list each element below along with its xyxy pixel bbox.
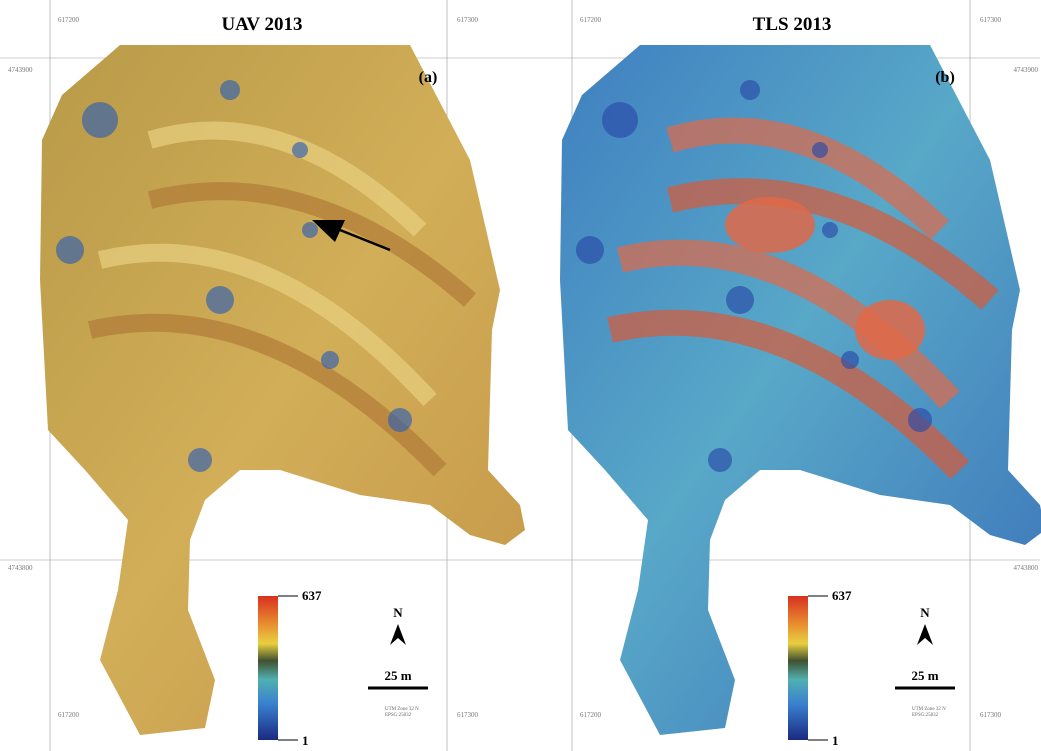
northing-label: 4743900 bbox=[1014, 66, 1039, 74]
crs-label: UTM Zone 32 N bbox=[385, 707, 419, 712]
colorbar-max: 637 bbox=[832, 588, 852, 603]
north-label: N bbox=[393, 605, 403, 620]
scale-label: 25 m bbox=[384, 668, 411, 683]
north-arrow bbox=[390, 624, 406, 645]
easting-label: 617300 bbox=[980, 16, 1002, 24]
surface-patch bbox=[302, 222, 318, 238]
surface-patch bbox=[740, 80, 760, 100]
surface-patch bbox=[292, 142, 308, 158]
colorbar-max: 637 bbox=[302, 588, 322, 603]
north-arrow bbox=[917, 624, 933, 645]
colorbar-min: 1 bbox=[832, 733, 839, 748]
easting-label: 617200 bbox=[58, 711, 80, 719]
surface-patch bbox=[388, 408, 412, 432]
panel-title: UAV 2013 bbox=[221, 14, 302, 35]
easting-label: 617300 bbox=[980, 711, 1002, 719]
northing-label: 4743800 bbox=[1014, 564, 1039, 572]
surface-patch bbox=[602, 102, 638, 138]
surface-patch bbox=[822, 222, 838, 238]
surface-patch bbox=[708, 448, 732, 472]
surface-patch bbox=[188, 448, 212, 472]
surface-patch bbox=[56, 236, 84, 264]
surface-patch bbox=[82, 102, 118, 138]
crs-label: UTM Zone 32 N bbox=[912, 707, 946, 712]
surface-patch bbox=[726, 286, 754, 314]
panel-title: TLS 2013 bbox=[753, 14, 832, 35]
surface-patch bbox=[206, 286, 234, 314]
crs-label: EPSG:25832 bbox=[912, 713, 939, 718]
map-panel: UAV 2013 (a) 617200 617300 617200 617300 47439… bbox=[0, 0, 525, 751]
surface-patch bbox=[908, 408, 932, 432]
northing-label: 4743800 bbox=[8, 564, 33, 572]
map-panel: TLS 2013 (b) 617200 617300 617200 617300 47439… bbox=[520, 0, 1041, 751]
easting-label: 617300 bbox=[457, 711, 479, 719]
surface-patch bbox=[855, 300, 925, 360]
surface-patch bbox=[321, 351, 339, 369]
north-label: N bbox=[920, 605, 930, 620]
surface-patch bbox=[725, 197, 815, 253]
easting-label: 617200 bbox=[58, 16, 80, 24]
panel-label: (b) bbox=[935, 69, 955, 86]
easting-label: 617200 bbox=[580, 16, 602, 24]
panel-label: (a) bbox=[419, 69, 438, 86]
easting-label: 617200 bbox=[580, 711, 602, 719]
easting-label: 617300 bbox=[457, 16, 479, 24]
figure: UAV 2013 (a) 617200 617300 617200 617300 47439… bbox=[0, 0, 1041, 751]
colorbar bbox=[788, 596, 808, 740]
northing-label: 4743900 bbox=[8, 66, 33, 74]
colorbar bbox=[258, 596, 278, 740]
surface-patch bbox=[220, 80, 240, 100]
crs-label: EPSG:25832 bbox=[385, 713, 412, 718]
scale-label: 25 m bbox=[911, 668, 938, 683]
surface-patch bbox=[812, 142, 828, 158]
colorbar-min: 1 bbox=[302, 733, 309, 748]
surface-patch bbox=[841, 351, 859, 369]
surface-patch bbox=[576, 236, 604, 264]
